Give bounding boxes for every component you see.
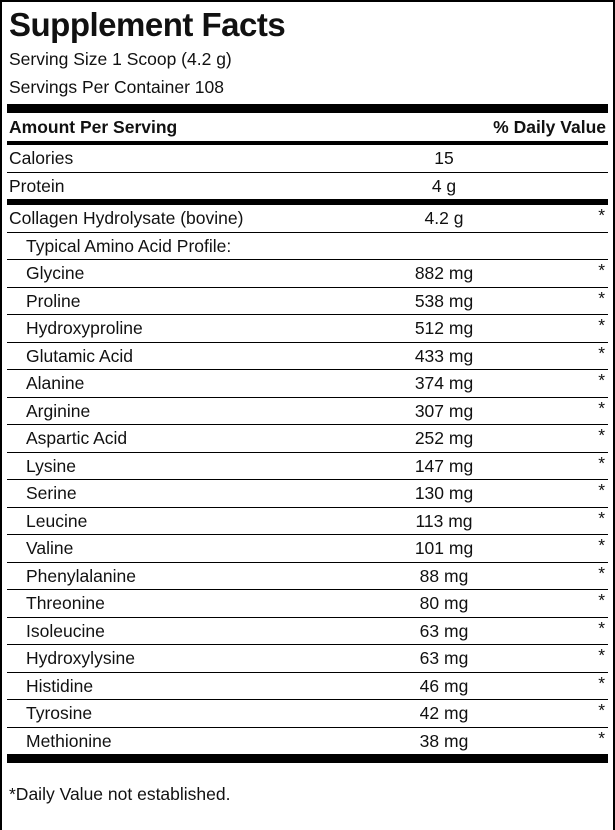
nutrient-dv-asterisk: * bbox=[598, 672, 605, 693]
nutrient-dv-asterisk: * bbox=[598, 342, 605, 363]
nutrient-dv-asterisk: * bbox=[598, 425, 605, 445]
nutrient-name: Valine bbox=[26, 538, 74, 558]
daily-value-header: % Daily Value bbox=[493, 117, 606, 137]
nutrient-dv-asterisk: * bbox=[598, 287, 605, 308]
table-row: Glutamic Acid 433 mg * bbox=[7, 342, 608, 370]
table-row: Calories 15 bbox=[7, 145, 608, 173]
footer-divider-bar bbox=[7, 754, 608, 763]
nutrient-name: Glycine bbox=[26, 263, 85, 283]
table-row: Protein 4 g bbox=[7, 173, 608, 205]
nutrient-dv-asterisk: * bbox=[598, 315, 605, 335]
nutrient-amount: 374 mg bbox=[414, 373, 474, 393]
servings-per-container-text: Servings Per Container 108 bbox=[9, 77, 224, 97]
nutrient-amount: 101 mg bbox=[414, 538, 474, 558]
table-row: Leucine 113 mg * bbox=[7, 507, 608, 535]
table-row: Tyrosine 42 mg * bbox=[7, 700, 608, 728]
nutrient-name: Calories bbox=[9, 148, 74, 168]
nutrient-amount: 433 mg bbox=[414, 345, 474, 366]
nutrient-name: Lysine bbox=[26, 455, 76, 476]
nutrient-amount: 882 mg bbox=[414, 263, 474, 283]
table-row: Serine 130 mg * bbox=[7, 480, 608, 508]
table-row: Histidine 46 mg * bbox=[7, 672, 608, 700]
nutrient-amount: 147 mg bbox=[414, 455, 474, 476]
nutrient-dv-asterisk: * bbox=[598, 727, 605, 748]
nutrient-name: Hydroxylysine bbox=[26, 648, 135, 668]
nutrient-name: Aspartic Acid bbox=[26, 428, 128, 448]
nutrient-name: Histidine bbox=[26, 675, 94, 696]
nutrient-amount: 130 mg bbox=[414, 483, 474, 503]
nutrient-name: Phenylalanine bbox=[26, 565, 136, 586]
nutrient-amount: 4.2 g bbox=[424, 208, 464, 228]
nutrient-amount: 42 mg bbox=[419, 703, 469, 723]
nutrient-amount: 113 mg bbox=[415, 510, 473, 531]
table-row: Methionine 38 mg * bbox=[7, 728, 608, 755]
panel-title: Supplement Facts bbox=[9, 6, 286, 43]
nutrient-dv-asterisk: * bbox=[598, 397, 605, 418]
nutrient-dv-asterisk: * bbox=[598, 617, 605, 638]
table-row: Phenylalanine 88 mg * bbox=[7, 562, 608, 590]
nutrient-name: Typical Amino Acid Profile: bbox=[26, 235, 232, 256]
table-row: Glycine 882 mg * bbox=[7, 260, 608, 288]
table-row: Lysine 147 mg * bbox=[7, 452, 608, 480]
nutrient-amount: 4 g bbox=[431, 175, 457, 196]
nutrient-amount: 15 bbox=[434, 148, 454, 168]
nutrient-name: Proline bbox=[26, 290, 81, 311]
table-row: Hydroxyproline 512 mg * bbox=[7, 315, 608, 343]
nutrient-dv-asterisk: * bbox=[598, 260, 605, 280]
nutrient-name: Methionine bbox=[26, 730, 112, 751]
table-row: Hydroxylysine 63 mg * bbox=[7, 645, 608, 673]
nutrient-dv-asterisk: * bbox=[598, 562, 605, 583]
table-row: Collagen Hydrolysate (bovine) 4.2 g * bbox=[7, 205, 608, 233]
header-divider-bar bbox=[7, 104, 608, 113]
table-row: Valine 101 mg * bbox=[7, 535, 608, 563]
nutrient-amount: 252 mg bbox=[414, 428, 474, 448]
nutrient-dv-asterisk: * bbox=[598, 700, 605, 720]
nutrient-amount: 538 mg bbox=[414, 290, 474, 311]
nutrient-amount: 46 mg bbox=[419, 675, 469, 696]
nutrient-dv-asterisk: * bbox=[598, 535, 605, 555]
panel-inner: Supplement Facts Serving Size 1 Scoop (4… bbox=[2, 6, 613, 806]
table-row: Isoleucine 63 mg * bbox=[7, 617, 608, 645]
facts-rows: Calories 15 Protein 4 g Collagen Hydroly… bbox=[7, 145, 608, 754]
nutrient-name: Alanine bbox=[26, 373, 85, 393]
nutrient-dv-asterisk: * bbox=[598, 480, 605, 500]
nutrient-name: Threonine bbox=[26, 593, 105, 613]
nutrient-name: Leucine bbox=[26, 510, 88, 531]
table-row: Aspartic Acid 252 mg * bbox=[7, 425, 608, 453]
nutrient-name: Tyrosine bbox=[26, 703, 93, 723]
nutrient-dv-asterisk: * bbox=[598, 590, 605, 610]
column-header-row: Amount Per Serving % Daily Value bbox=[7, 113, 608, 145]
table-row: Alanine 374 mg * bbox=[7, 370, 608, 398]
nutrient-dv-asterisk: * bbox=[598, 370, 605, 390]
table-row: Proline 538 mg * bbox=[7, 287, 608, 315]
nutrient-amount: 63 mg bbox=[419, 648, 469, 668]
nutrient-amount: 88 mg bbox=[419, 565, 469, 586]
nutrient-name: Hydroxyproline bbox=[26, 318, 143, 338]
serving-size-text: Serving Size 1 Scoop (4.2 g) bbox=[9, 49, 232, 69]
table-row: Threonine 80 mg * bbox=[7, 590, 608, 618]
table-row: Typical Amino Acid Profile: bbox=[7, 233, 608, 260]
nutrient-amount: 307 mg bbox=[414, 400, 474, 421]
daily-value-footnote: *Daily Value not established. bbox=[9, 784, 231, 804]
nutrient-name: Glutamic Acid bbox=[26, 345, 133, 366]
nutrient-dv-asterisk: * bbox=[598, 645, 605, 665]
nutrient-amount: 63 mg bbox=[419, 620, 469, 641]
nutrient-dv-asterisk: * bbox=[598, 507, 605, 528]
nutrient-name: Arginine bbox=[26, 400, 91, 421]
nutrient-amount: 38 mg bbox=[419, 730, 469, 751]
nutrient-name: Protein bbox=[9, 175, 65, 196]
amount-per-serving-header: Amount Per Serving bbox=[9, 117, 178, 137]
nutrient-dv-asterisk: * bbox=[598, 452, 605, 473]
nutrient-name: Isoleucine bbox=[26, 620, 105, 641]
nutrient-name: Collagen Hydrolysate (bovine) bbox=[9, 208, 244, 228]
nutrient-amount: 512 mg bbox=[414, 318, 474, 338]
nutrient-name: Serine bbox=[26, 483, 77, 503]
nutrient-amount: 80 mg bbox=[419, 593, 469, 613]
table-row: Arginine 307 mg * bbox=[7, 397, 608, 425]
nutrient-dv-asterisk: * bbox=[598, 205, 605, 225]
